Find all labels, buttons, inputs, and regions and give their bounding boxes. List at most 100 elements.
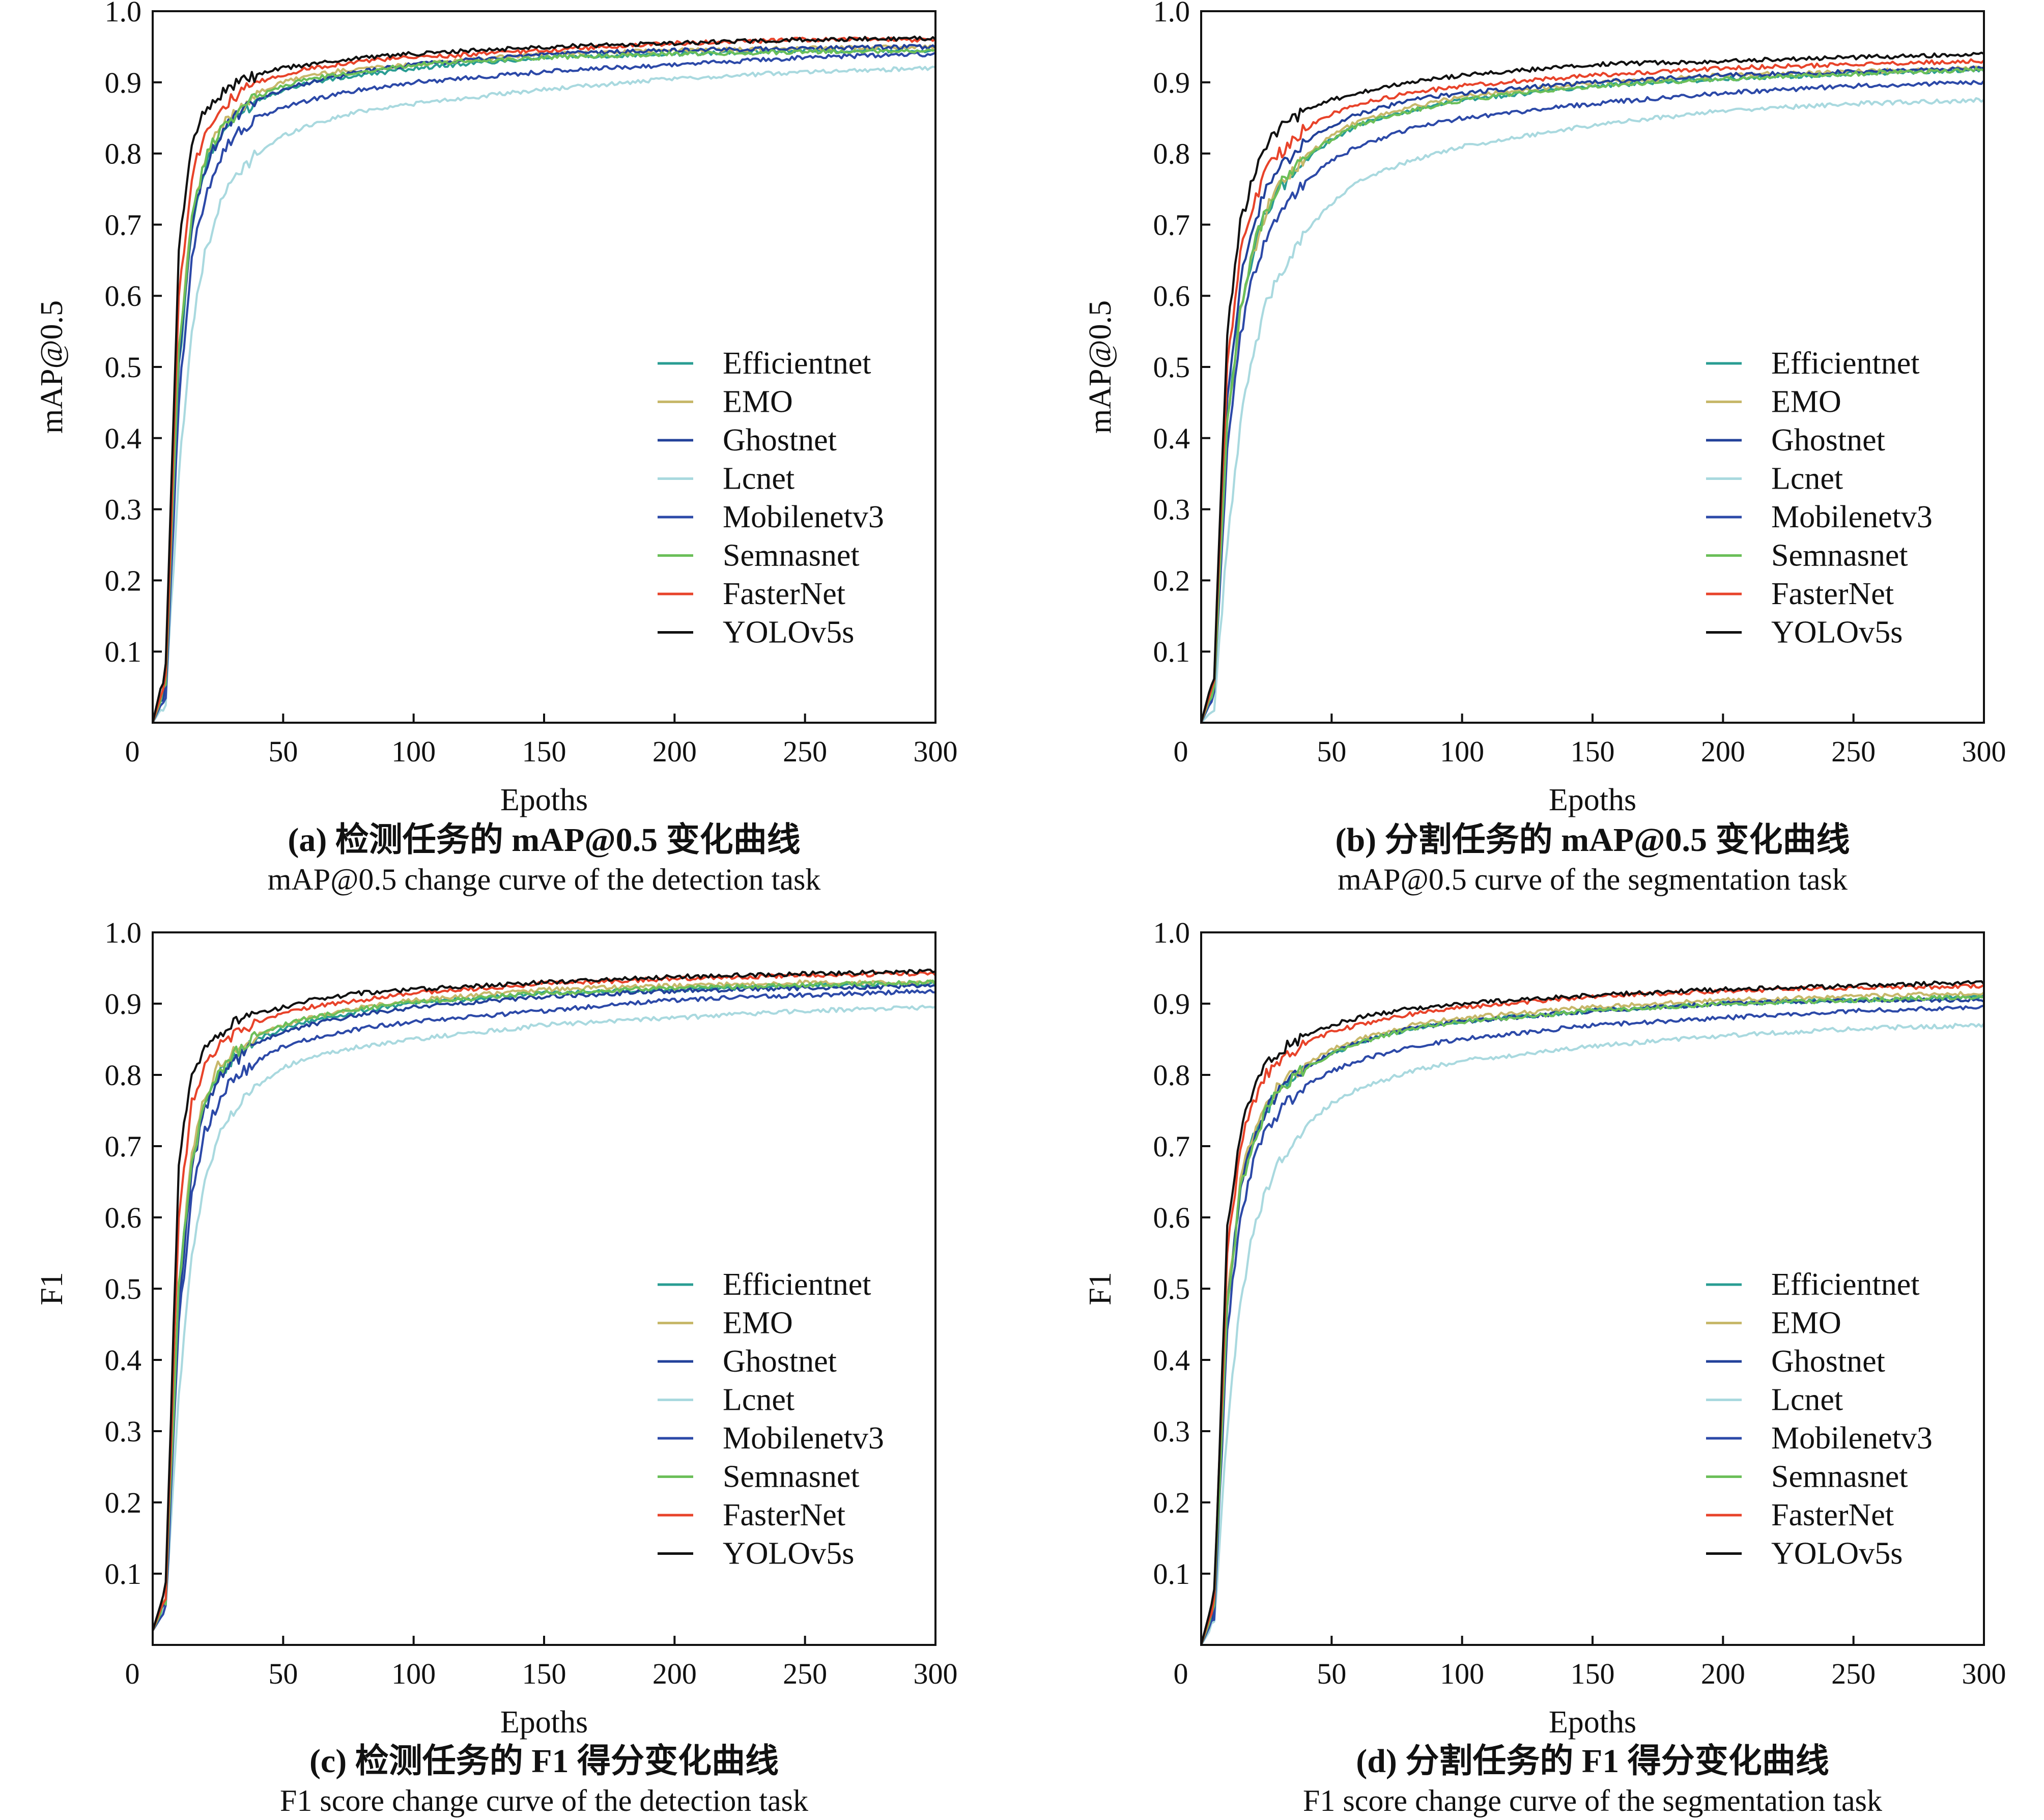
legend-label-ghostnet: Ghostnet — [723, 1344, 837, 1379]
legend-label-mobilenetv3: Mobilenetv3 — [1771, 500, 1933, 534]
x-tick-label: 300 — [1962, 735, 2006, 768]
y-tick-label: 0.7 — [1153, 208, 1190, 241]
series-line-lcnet — [152, 1004, 936, 1632]
y-tick-label: 0.8 — [1153, 1059, 1190, 1092]
y-tick-label: 0.6 — [1153, 279, 1190, 312]
legend-label-lcnet: Lcnet — [1771, 1383, 1843, 1417]
legend-label-efficientnet: Efficientnet — [1771, 346, 1920, 381]
series-line-lcnet — [1200, 97, 1985, 724]
x-tick-label: 250 — [1831, 1657, 1876, 1690]
y-tick-label: 0.3 — [1153, 493, 1190, 526]
y-tick-label: 0.9 — [1153, 987, 1190, 1020]
legend: EfficientnetEMOGhostnetLcnetMobilenetv3S… — [1706, 1267, 1933, 1571]
series-line-ghostnet — [1200, 65, 1984, 723]
y-tick-label: 0.2 — [105, 1486, 142, 1519]
legend-label-emo: EMO — [1771, 1306, 1841, 1341]
figure-caption-en: F1 score change curve of the detection t… — [280, 1784, 808, 1817]
legend-label-yolov5s: YOLOv5s — [723, 1537, 854, 1571]
x-tick-label: 150 — [1571, 735, 1615, 768]
series-line-semnasnet — [152, 979, 936, 1631]
series-line-yolov5s — [151, 969, 936, 1631]
y-tick-label: 0.3 — [105, 493, 142, 526]
x-axis-label: Epoths — [1549, 783, 1636, 817]
x-axis-label: Epoths — [1549, 1705, 1636, 1740]
x-tick-label: 100 — [1440, 735, 1484, 768]
y-tick-label: 0.8 — [105, 1059, 142, 1092]
y-tick-label: 0.9 — [105, 987, 142, 1020]
series-line-yolov5s — [1200, 980, 1985, 1645]
x-tick-label: 100 — [1440, 1657, 1484, 1690]
y-tick-label: 0.4 — [105, 422, 142, 455]
y-tick-label: 0.1 — [105, 635, 142, 668]
legend-label-yolov5s: YOLOv5s — [1771, 615, 1903, 650]
x-tick-label: 150 — [522, 735, 566, 768]
legend-label-emo: EMO — [1771, 385, 1841, 419]
series-line-emo — [1200, 991, 1985, 1645]
series-line-semnasnet — [152, 48, 936, 723]
chart-panel-d: 0 50 100 150 200 250 300 0.1 0.2 0.3 0.4 0.5 0.6 0.7 0… — [1083, 916, 2006, 1817]
series-line-yolov5s — [1200, 51, 1984, 723]
x-tick-label: 50 — [1317, 735, 1346, 768]
x-tick-label: 300 — [1962, 1657, 2006, 1690]
y-tick-label: 0.1 — [1153, 635, 1190, 668]
series-lines — [151, 969, 936, 1632]
y-tick-label: 0.4 — [1153, 422, 1190, 455]
series-line-lcnet — [1200, 1022, 1985, 1646]
y-tick-label: 0.4 — [105, 1344, 142, 1377]
legend-label-emo: EMO — [723, 1306, 793, 1341]
legend: EfficientnetEMOGhostnetLcnetMobilenetv3S… — [658, 346, 884, 650]
legend-label-efficientnet: Efficientnet — [1771, 1267, 1920, 1302]
series-line-fasternet — [1200, 58, 1985, 723]
y-axis-label: mAP@0.5 — [35, 300, 69, 434]
y-tick-label: 0.2 — [1153, 1486, 1190, 1519]
figure-caption-cn: (a) 检测任务的 mAP@0.5 变化曲线 — [288, 821, 800, 859]
y-tick-label: 1.0 — [105, 0, 142, 28]
legend-label-emo: EMO — [723, 385, 793, 419]
x-tick-label: 150 — [522, 1657, 566, 1690]
x-axis-label: Epoths — [500, 783, 588, 817]
x-tick-label: 200 — [1701, 735, 1745, 768]
legend-label-efficientnet: Efficientnet — [723, 346, 871, 381]
x-tick-label: 200 — [652, 735, 697, 768]
y-tick-label: 0.2 — [1153, 564, 1190, 597]
y-tick-label: 0.6 — [105, 1201, 142, 1234]
y-tick-label: 0.3 — [1153, 1415, 1190, 1448]
chart-panel-b: 0 50 100 150 200 250 300 0.1 0.2 0.3 0.4 0.5 0.6 0.7 0… — [1083, 0, 2006, 896]
legend-label-fasternet: FasterNet — [723, 1498, 845, 1532]
x-tick-label: 0 — [125, 735, 140, 768]
figure-caption-en: mAP@0.5 curve of the segmentation task — [1338, 863, 1848, 896]
legend-label-fasternet: FasterNet — [1771, 1498, 1894, 1532]
y-tick-label: 0.7 — [105, 1130, 142, 1163]
y-tick-label: 0.7 — [105, 208, 142, 241]
y-tick-label: 1.0 — [105, 916, 142, 949]
legend-label-ghostnet: Ghostnet — [723, 423, 837, 458]
y-tick-label: 1.0 — [1153, 916, 1190, 949]
y-tick-label: 0.8 — [105, 137, 142, 170]
y-tick-label: 1.0 — [1153, 0, 1190, 28]
y-tick-label: 0.1 — [1153, 1557, 1190, 1590]
x-tick-label: 300 — [914, 1657, 958, 1690]
x-tick-label: 0 — [1174, 735, 1188, 768]
chart-panel-c: 0 50 100 150 200 250 300 0.1 0.2 0.3 0.4 0.5 0.6 0.7 0… — [35, 916, 958, 1817]
figure-caption-cn: (c) 检测任务的 F1 得分变化曲线 — [309, 1743, 779, 1780]
y-axis-label: mAP@0.5 — [1083, 300, 1118, 434]
series-line-mobilenetv3 — [152, 988, 936, 1632]
legend: EfficientnetEMOGhostnetLcnetMobilenetv3S… — [658, 1267, 884, 1571]
y-tick-label: 0.8 — [1153, 137, 1190, 170]
legend-label-semnasnet: Semnasnet — [1771, 1460, 1908, 1494]
y-tick-label: 0.1 — [105, 1557, 142, 1590]
x-tick-label: 0 — [1174, 1657, 1188, 1690]
legend: EfficientnetEMOGhostnetLcnetMobilenetv3S… — [1706, 346, 1933, 650]
y-tick-label: 0.5 — [105, 351, 142, 384]
x-tick-label: 300 — [914, 735, 958, 768]
legend-label-ghostnet: Ghostnet — [1771, 423, 1885, 458]
legend-label-fasternet: FasterNet — [723, 577, 845, 611]
figure-caption-en: F1 score change curve of the segmentatio… — [1303, 1784, 1882, 1817]
x-tick-label: 200 — [652, 1657, 697, 1690]
legend-label-lcnet: Lcnet — [1771, 462, 1843, 496]
x-tick-label: 100 — [391, 735, 436, 768]
y-tick-label: 0.6 — [1153, 1201, 1190, 1234]
legend-label-yolov5s: YOLOv5s — [723, 615, 854, 650]
x-tick-label: 100 — [391, 1657, 436, 1690]
figure-caption-cn: (b) 分割任务的 mAP@0.5 变化曲线 — [1335, 821, 1850, 859]
